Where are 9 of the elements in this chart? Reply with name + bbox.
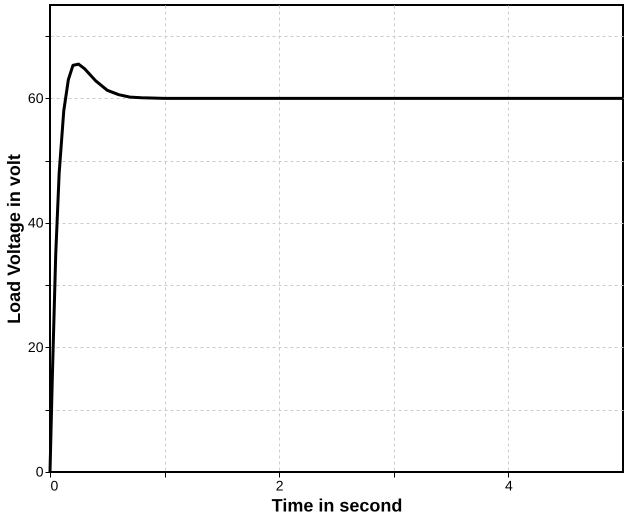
y-tick-label: 0 <box>36 464 44 480</box>
y-axis-title: Load Voltage in volt <box>4 154 24 324</box>
y-tick-label: 40 <box>28 214 44 230</box>
x-tick-label: 2 <box>276 478 284 494</box>
x-tick-label: 0 <box>50 478 58 494</box>
x-axis-title: Time in second <box>272 496 402 516</box>
y-tick-label: 60 <box>28 90 44 106</box>
y-tick-label: 20 <box>28 338 44 355</box>
x-tick-label: 4 <box>505 478 513 494</box>
